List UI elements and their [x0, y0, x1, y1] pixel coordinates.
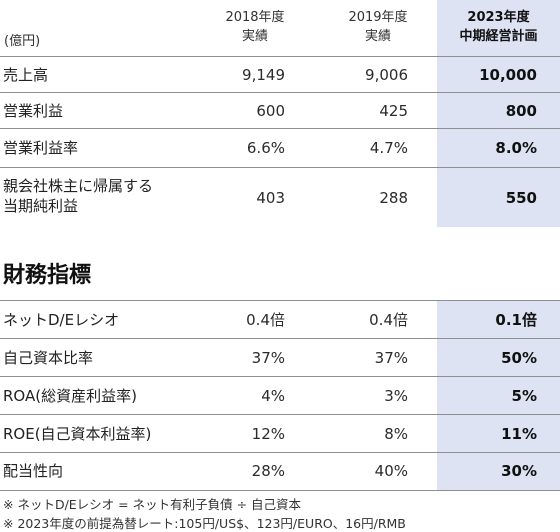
value-2018: 9,149: [242, 66, 285, 84]
value-2019: 3%: [384, 387, 408, 405]
footnote-net-de: ※ ネットD/Eレシオ = ネット有利子負債 ÷ 自己資本: [3, 497, 302, 512]
unit-label: (億円): [4, 34, 41, 49]
value-2019: 40%: [374, 462, 408, 480]
value-2023-plan: 50%: [501, 349, 537, 367]
header-fy2018: 2018年度 実績: [225, 10, 285, 44]
value-2023-plan: 0.1倍: [495, 311, 537, 329]
value-2023-plan: 5%: [511, 387, 537, 405]
value-2018: 37%: [251, 349, 285, 367]
value-2018: 403: [256, 189, 285, 207]
row-label: ネットD/Eレシオ: [3, 311, 120, 329]
value-2018: 4%: [261, 387, 285, 405]
value-2018: 6.6%: [246, 139, 285, 157]
table-bottom-rule: [0, 490, 560, 491]
value-2019: 425: [379, 102, 408, 120]
header-fy2019: 2019年度 実績: [348, 10, 408, 44]
value-2018: 28%: [251, 462, 285, 480]
value-2023-plan: 10,000: [479, 66, 537, 84]
header-fy2023-plan: 2023年度 中期経営計画: [459, 10, 538, 44]
table-row-net-de-ratio: ネットD/Eレシオ 0.4倍 0.4倍 0.1倍: [0, 300, 560, 339]
value-2018: 0.4倍: [246, 311, 285, 329]
value-2018: 12%: [251, 425, 285, 443]
value-2023-plan: 30%: [501, 462, 537, 480]
plan-column-highlight-indicators: [437, 300, 560, 490]
row-label: 自己資本比率: [3, 349, 94, 367]
value-2019: 9,006: [365, 66, 408, 84]
table-row-payout-ratio: 配当性向 28% 40% 30%: [0, 452, 560, 491]
value-2019: 8%: [384, 425, 408, 443]
value-2023-plan: 8.0%: [495, 139, 537, 157]
row-label: 親会社株主に帰属する 当期純利益: [3, 177, 154, 215]
row-label: ROE(自己資本利益率): [3, 425, 152, 443]
table-row-sales: 売上高 9,149 9,006 10,000: [0, 56, 560, 93]
table-row-equity-ratio: 自己資本比率 37% 37% 50%: [0, 338, 560, 377]
row-label: 営業利益率: [3, 139, 79, 157]
value-2019: 0.4倍: [369, 311, 408, 329]
value-2018: 600: [256, 102, 285, 120]
row-label: 営業利益: [3, 102, 64, 120]
value-2023-plan: 550: [505, 189, 537, 207]
row-label: 売上高: [3, 66, 49, 84]
table-row-roe: ROE(自己資本利益率) 12% 8% 11%: [0, 414, 560, 453]
value-2019: 288: [379, 189, 408, 207]
plan-column-highlight: [437, 0, 560, 227]
value-2023-plan: 11%: [501, 425, 537, 443]
value-2023-plan: 800: [505, 102, 537, 120]
row-label: ROA(総資産利益率): [3, 387, 137, 405]
table-row-operating-income: 営業利益 600 425 800: [0, 92, 560, 129]
table-row-roa: ROA(総資産利益率) 4% 3% 5%: [0, 376, 560, 415]
value-2019: 37%: [374, 349, 408, 367]
table-row-operating-margin: 営業利益率 6.6% 4.7% 8.0%: [0, 128, 560, 168]
table-row-net-income: 親会社株主に帰属する 当期純利益 403 288 550: [0, 167, 560, 227]
row-label: 配当性向: [3, 462, 64, 480]
footnote-fx-rate: ※ 2023年度の前提為替レート:105円/US$、123円/EURO、16円/…: [3, 516, 406, 531]
value-2019: 4.7%: [369, 139, 408, 157]
section-title: 財務指標: [3, 263, 92, 288]
table-header: (億円) 2018年度 実績 2019年度 実績 2023年度 中期経営計画: [0, 8, 560, 54]
